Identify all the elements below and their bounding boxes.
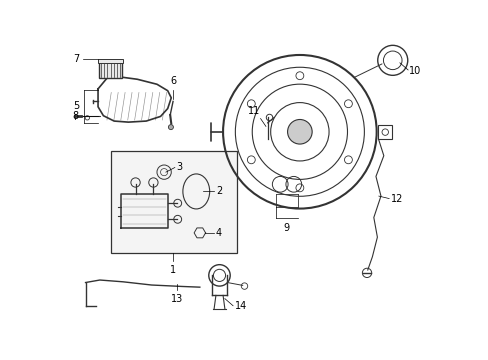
Bar xyxy=(98,59,123,63)
Text: 9: 9 xyxy=(283,223,289,233)
Bar xyxy=(99,60,122,78)
Circle shape xyxy=(168,125,173,130)
Text: 10: 10 xyxy=(408,66,420,76)
Text: 7: 7 xyxy=(73,54,79,64)
Text: 2: 2 xyxy=(216,186,222,197)
Circle shape xyxy=(287,120,311,144)
Text: 13: 13 xyxy=(170,294,183,303)
Text: 3: 3 xyxy=(176,162,183,172)
Text: 6: 6 xyxy=(170,76,176,86)
Text: 14: 14 xyxy=(234,301,246,311)
Bar xyxy=(110,152,237,253)
Text: 12: 12 xyxy=(390,194,403,203)
Text: 8: 8 xyxy=(73,111,79,121)
Text: 5: 5 xyxy=(73,102,79,111)
Text: 11: 11 xyxy=(248,107,260,116)
Text: 4: 4 xyxy=(216,228,222,238)
Text: 1: 1 xyxy=(170,265,176,275)
Bar xyxy=(378,125,391,139)
